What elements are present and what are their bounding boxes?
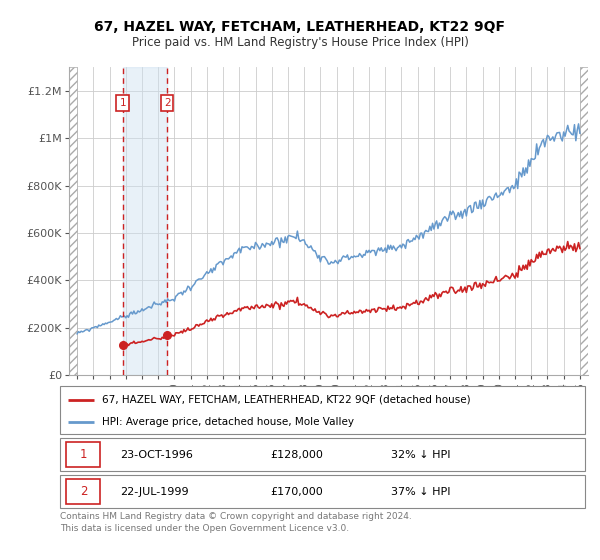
Text: 37% ↓ HPI: 37% ↓ HPI — [391, 487, 450, 497]
Text: HPI: Average price, detached house, Mole Valley: HPI: Average price, detached house, Mole… — [102, 417, 354, 427]
Text: 1: 1 — [80, 448, 88, 461]
Text: 67, HAZEL WAY, FETCHAM, LEATHERHEAD, KT22 9QF (detached house): 67, HAZEL WAY, FETCHAM, LEATHERHEAD, KT2… — [102, 395, 470, 405]
Text: £128,000: £128,000 — [270, 450, 323, 460]
Text: Price paid vs. HM Land Registry's House Price Index (HPI): Price paid vs. HM Land Registry's House … — [131, 36, 469, 49]
Bar — [69, 67, 77, 375]
Text: 23-OCT-1996: 23-OCT-1996 — [121, 450, 193, 460]
FancyBboxPatch shape — [60, 475, 585, 508]
Text: 67, HAZEL WAY, FETCHAM, LEATHERHEAD, KT22 9QF: 67, HAZEL WAY, FETCHAM, LEATHERHEAD, KT2… — [95, 20, 505, 34]
Bar — [580, 67, 588, 375]
FancyBboxPatch shape — [60, 386, 585, 434]
FancyBboxPatch shape — [66, 442, 100, 467]
Bar — [122, 67, 167, 375]
Text: 1: 1 — [119, 98, 126, 108]
Text: 32% ↓ HPI: 32% ↓ HPI — [391, 450, 450, 460]
FancyBboxPatch shape — [66, 479, 100, 504]
Text: £170,000: £170,000 — [270, 487, 323, 497]
FancyBboxPatch shape — [60, 438, 585, 471]
Text: 2: 2 — [80, 485, 88, 498]
Text: Contains HM Land Registry data © Crown copyright and database right 2024.
This d: Contains HM Land Registry data © Crown c… — [60, 512, 412, 533]
Text: 2: 2 — [164, 98, 170, 108]
Text: 22-JUL-1999: 22-JUL-1999 — [121, 487, 189, 497]
